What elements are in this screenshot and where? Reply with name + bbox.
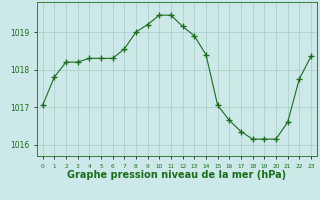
X-axis label: Graphe pression niveau de la mer (hPa): Graphe pression niveau de la mer (hPa): [67, 170, 286, 180]
